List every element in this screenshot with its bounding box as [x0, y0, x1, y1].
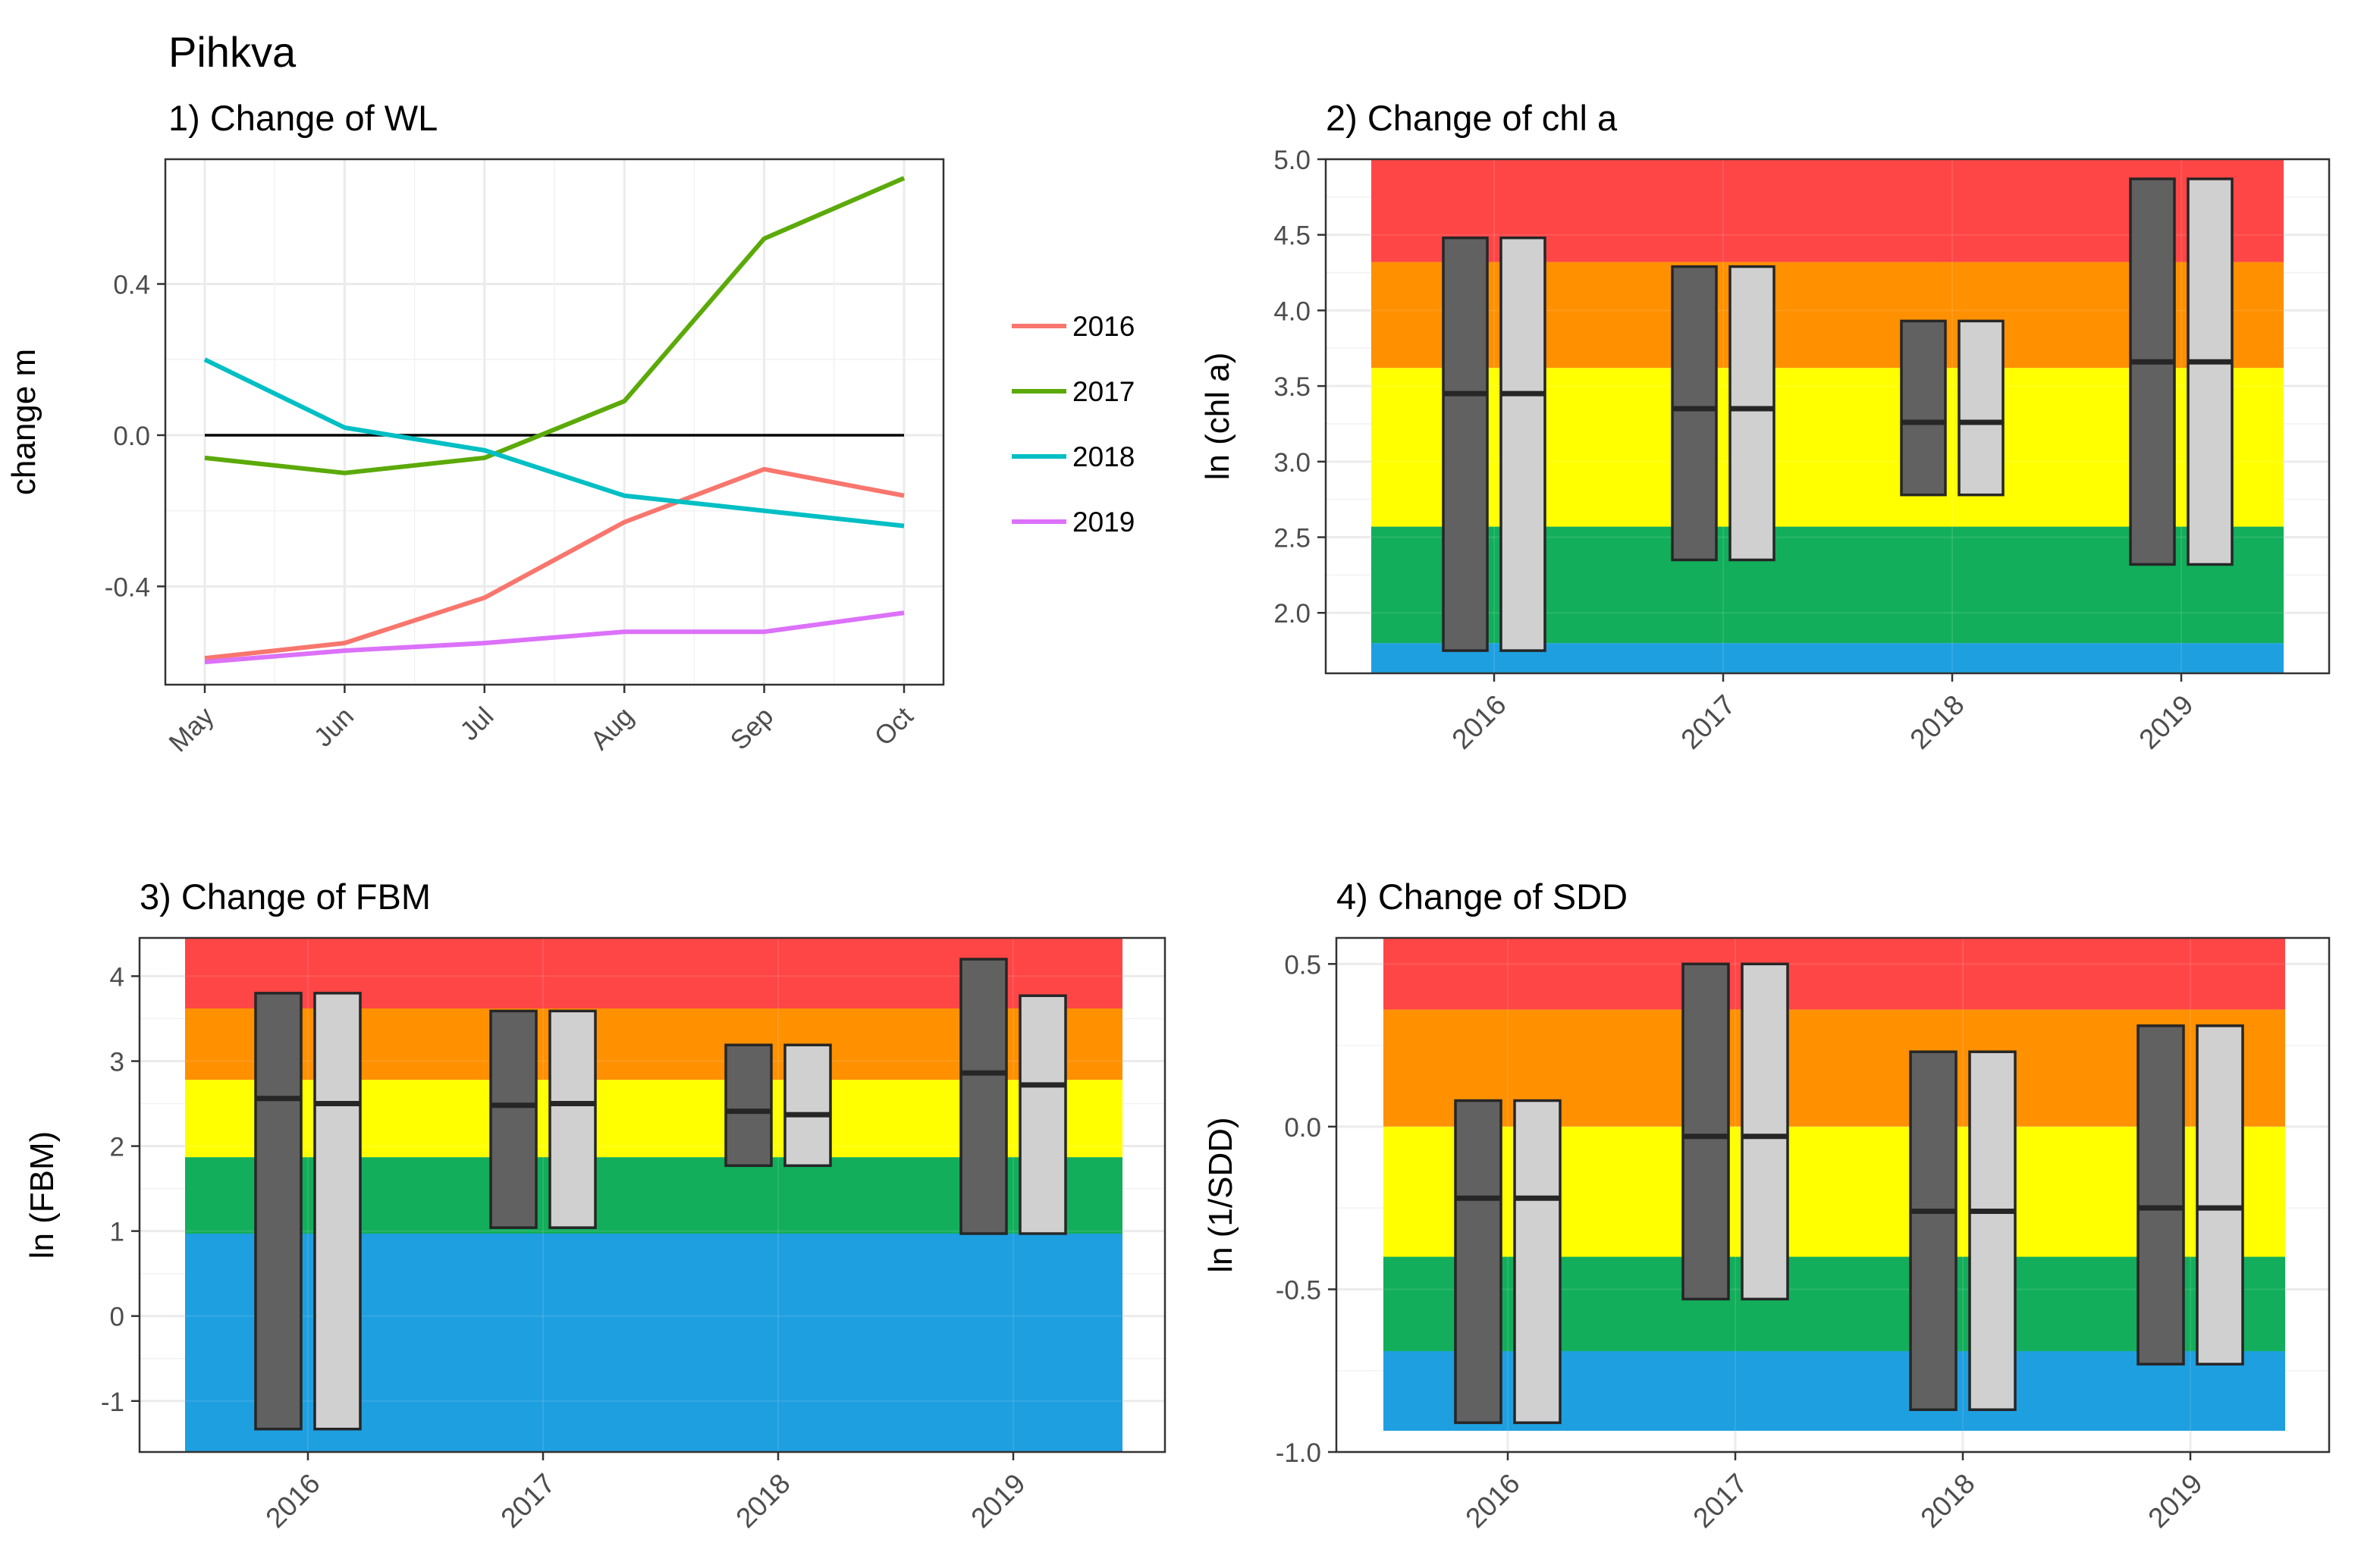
- box-dark-2019: [2129, 177, 2176, 566]
- y-tick-label: 3: [110, 1047, 124, 1077]
- box-light-2016: [1513, 1099, 1562, 1425]
- y-tick-label: 4: [110, 962, 124, 992]
- legend-label-2016: 2016: [1072, 311, 1135, 342]
- legend-label-2019: 2019: [1072, 506, 1135, 538]
- y-axis-title: ln (FBM): [24, 1131, 61, 1259]
- box-light-2017: [548, 1009, 597, 1229]
- y-axis-title: ln (chl a): [1199, 353, 1236, 481]
- box-dark-2016: [254, 992, 303, 1431]
- panel-border: [164, 158, 945, 686]
- y-tick-label: -1: [101, 1388, 124, 1417]
- fbm-box-chart: -1 0 1 2 3 4 2016 2017 2018 2019 ln (FBM): [24, 936, 1166, 1534]
- box-dark-2019: [959, 958, 1008, 1235]
- y-tick-label: 3.0: [1273, 448, 1311, 478]
- x-tick-label: Sep: [725, 701, 780, 756]
- box-light-2018: [783, 1043, 832, 1168]
- x-tick-label: 2016: [259, 1468, 325, 1534]
- y-tick-label: 0: [110, 1303, 124, 1332]
- x-tick-label: May: [163, 701, 220, 758]
- panel-2-title: 2) Change of chl a: [1326, 98, 1618, 138]
- x-tick-label: 2016: [1459, 1468, 1525, 1534]
- box-light-2019: [2196, 1024, 2244, 1366]
- x-tick-label: Oct: [869, 701, 919, 751]
- y-tick-label: 2: [110, 1133, 124, 1162]
- box-dark-2017: [489, 1009, 538, 1229]
- y-tick-label: 0.0: [1284, 1113, 1321, 1143]
- box-light-2018: [1968, 1050, 2017, 1411]
- sdd-box-chart: -1.0 -0.5 0.0 0.5 2016 2017 2018 2019 ln (1/SDD): [1202, 936, 2331, 1534]
- series-line-2019: [204, 610, 905, 665]
- x-tick-label: Aug: [585, 701, 639, 756]
- y-tick-label: 2.5: [1273, 524, 1311, 554]
- box-dark-2016: [1454, 1099, 1502, 1425]
- box-light-2016: [313, 992, 362, 1431]
- y-tick-label: -0.4: [105, 572, 150, 602]
- box-light-2017: [1741, 962, 1789, 1301]
- box-dark-2018: [1900, 319, 1947, 497]
- y-tick-label: 0.5: [1284, 950, 1321, 980]
- x-tick-label: 2019: [2133, 689, 2199, 755]
- series-line-2016: [204, 466, 905, 661]
- legend-label-2017: 2017: [1072, 376, 1135, 407]
- x-tick-label: 2018: [1904, 689, 1970, 755]
- box-light-2018: [1958, 319, 2005, 497]
- panel-4-title: 4) Change of SDD: [1336, 877, 1628, 917]
- chl-a-box-chart: 2.0 2.5 3.0 3.5 4.0 4.5 5.0 2016 2017 2018 2019 ln …: [1199, 146, 2331, 755]
- x-tick-label: 2017: [494, 1468, 560, 1534]
- y-tick-label: -1.0: [1276, 1438, 1321, 1468]
- y-tick-label: 3.5: [1273, 372, 1311, 402]
- series-line-2018: [203, 357, 905, 528]
- panel-1-title: 1) Change of WL: [168, 98, 438, 138]
- x-tick-label: 2019: [2142, 1468, 2208, 1534]
- box-light-2016: [1499, 236, 1546, 652]
- x-tick-label: 2018: [730, 1468, 796, 1534]
- x-tick-label: 2018: [1914, 1468, 1980, 1534]
- box-light-2019: [1019, 994, 1067, 1235]
- box-dark-2017: [1681, 962, 1730, 1301]
- y-axis-title: change m: [5, 349, 42, 495]
- figure-title: Pihkva: [168, 28, 297, 76]
- box-light-2019: [2187, 177, 2234, 566]
- box-dark-2018: [724, 1043, 773, 1168]
- box-dark-2016: [1442, 236, 1489, 652]
- box-dark-2019: [2137, 1024, 2185, 1366]
- x-tick-label: 2019: [965, 1468, 1031, 1534]
- y-tick-label: 2.0: [1273, 599, 1311, 629]
- box-dark-2018: [1909, 1050, 1958, 1411]
- panel-border: [138, 936, 1166, 1454]
- y-tick-label: 5.0: [1273, 146, 1311, 175]
- legend-label-2018: 2018: [1072, 441, 1135, 472]
- y-axis-title: ln (1/SDD): [1202, 1117, 1239, 1272]
- x-tick-label: 2016: [1446, 689, 1512, 755]
- x-tick-label: Jul: [454, 701, 499, 746]
- y-tick-label: 4.5: [1273, 221, 1311, 251]
- wl-line-chart: -0.4 0.0 0.4 May Jun Jul Aug Sep Oct change m 2016…: [5, 158, 1135, 758]
- box-light-2017: [1728, 265, 1775, 562]
- x-tick-label: 2017: [1675, 689, 1741, 755]
- y-tick-label: -0.5: [1276, 1275, 1321, 1305]
- color-band-4: [1383, 938, 2285, 1010]
- x-tick-label: 2017: [1687, 1468, 1753, 1534]
- panel-3-title: 3) Change of FBM: [140, 877, 432, 917]
- series-line-2017: [204, 176, 906, 475]
- panel-border: [1335, 936, 2331, 1454]
- y-tick-label: 0.0: [113, 422, 150, 451]
- x-tick-label: Jun: [309, 701, 359, 752]
- y-tick-label: 1: [110, 1218, 124, 1247]
- box-dark-2017: [1671, 265, 1718, 562]
- y-tick-label: 4.0: [1273, 296, 1311, 326]
- y-tick-label: 0.4: [113, 271, 150, 300]
- panel-border: [1324, 158, 2331, 675]
